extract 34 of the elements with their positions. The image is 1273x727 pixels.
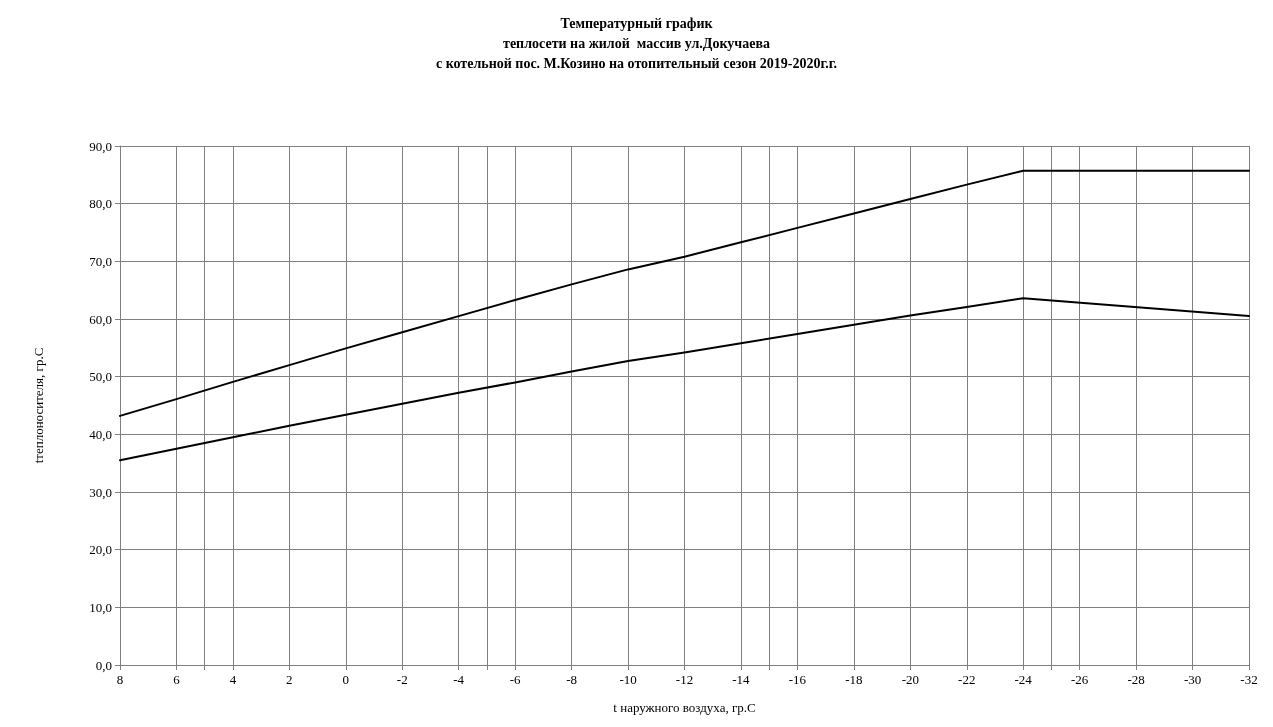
y-tick-label: 50,0 (89, 369, 112, 385)
x-tick-label: 8 (116, 672, 124, 687)
y-tick-label: 80,0 (89, 196, 112, 212)
x-tick-label: -32 (1240, 672, 1258, 687)
x-tick-label: -12 (675, 672, 694, 687)
y-tick-label: 70,0 (89, 253, 112, 269)
y-tick-label: 90,0 (89, 138, 112, 154)
x-tick-label: -22 (958, 672, 976, 687)
x-tick-label: -16 (788, 672, 807, 687)
x-tick-label: -8 (566, 672, 578, 687)
y-tick-label: 0,0 (95, 657, 112, 673)
x-tick-label: 0 (342, 672, 350, 687)
x-tick-label: -10 (619, 672, 637, 687)
y-tick-label: 30,0 (89, 484, 112, 500)
x-tick-label: -28 (1127, 672, 1145, 687)
x-tick-label: -20 (901, 672, 919, 687)
y-axis-title: tтеплоносителя, гр.С (31, 347, 46, 464)
chart-title: Температурный график теплосети на жилой массив ул.Докучаева с котельной пос. М.Козино на отопительный сезон 2019-2020г.г. (435, 15, 838, 71)
y-tick-label: 10,0 (89, 599, 112, 615)
x-tick-label: -6 (509, 672, 522, 687)
x-tick-label: 4 (229, 672, 237, 687)
y-tick-label: 60,0 (89, 311, 112, 327)
y-tick-label: 40,0 (89, 426, 112, 442)
x-tick-label: -2 (396, 672, 408, 687)
x-tick-label: -30 (1183, 672, 1202, 687)
x-tick-label: -26 (1070, 672, 1089, 687)
x-tick-label: -4 (453, 672, 465, 687)
y-tick-label: 20,0 (89, 542, 112, 558)
x-tick-label: -14 (732, 672, 751, 687)
x-tick-label: -24 (1014, 672, 1033, 687)
x-tick-label: 6 (173, 672, 181, 687)
x-tick-label: 2 (286, 672, 293, 687)
x-axis-title: t наружного воздуха, гр.С (613, 700, 756, 715)
x-tick-label: -18 (845, 672, 863, 687)
